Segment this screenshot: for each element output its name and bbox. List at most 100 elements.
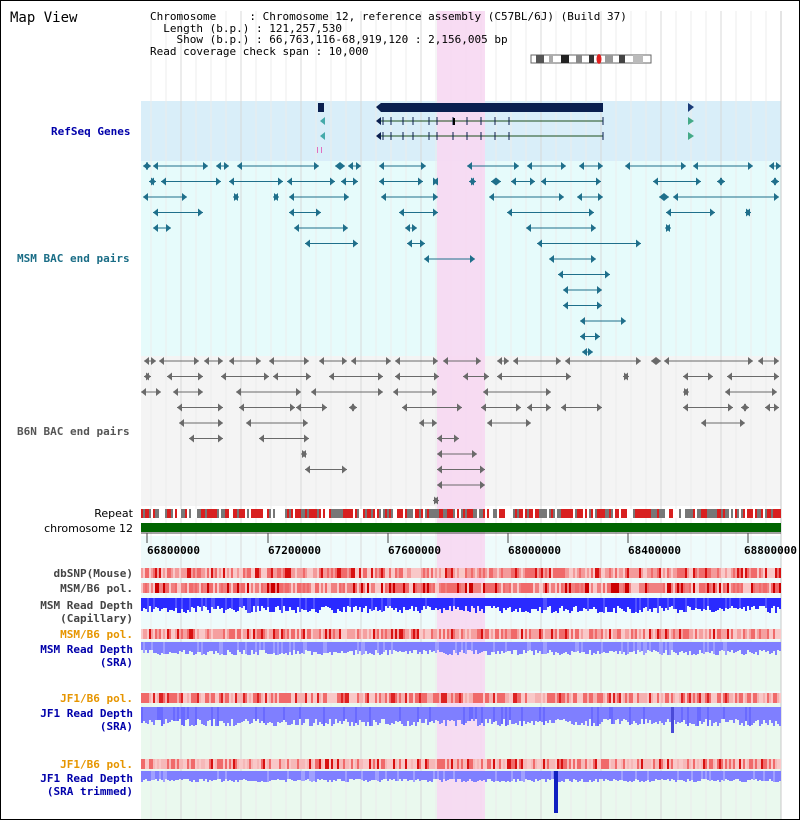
depth-bar	[527, 771, 529, 780]
b6n-bac-pair-end	[378, 388, 383, 396]
heat-segment	[777, 568, 779, 578]
heat-segment	[273, 583, 275, 593]
heat-segment	[381, 583, 383, 593]
depth-bar	[389, 771, 391, 779]
heat-segment	[141, 693, 143, 703]
heat-segment	[201, 693, 203, 703]
depth-bar	[775, 598, 777, 613]
heat-segment	[405, 693, 407, 703]
depth-bar	[499, 598, 501, 611]
depth-bar	[155, 598, 157, 607]
heat-segment	[159, 759, 161, 769]
heat-segment	[737, 693, 739, 703]
heat-segment	[293, 693, 295, 703]
depth-bar	[619, 642, 621, 651]
heat-segment	[373, 693, 375, 703]
heat-segment	[295, 568, 297, 578]
heat-segment	[461, 629, 463, 639]
depth-bar	[751, 771, 753, 779]
heat-segment	[705, 568, 707, 578]
heat-segment	[239, 583, 241, 593]
heat-segment	[761, 583, 763, 593]
depth-bar	[359, 771, 361, 779]
heat-segment	[167, 583, 169, 593]
heat-segment	[411, 583, 413, 593]
heat-segment	[647, 759, 649, 769]
depth-bar	[671, 598, 673, 606]
b6n-bac-pair-end	[177, 403, 182, 412]
depth-bar	[625, 642, 627, 655]
depth-bar	[147, 642, 149, 653]
track-label-msm-bac-end-pairs[interactable]: MSM BAC end pairs	[17, 252, 130, 265]
repeat-segment	[487, 509, 489, 518]
heat-segment	[671, 693, 673, 703]
heat-segment	[757, 629, 759, 639]
depth-bar	[449, 707, 451, 721]
depth-bar	[699, 642, 701, 650]
depth-bar	[185, 771, 187, 779]
heat-segment	[497, 693, 499, 703]
depth-bar	[335, 642, 337, 652]
depth-bar	[649, 771, 651, 782]
track-label-refseq-genes[interactable]: RefSeq Genes	[51, 125, 131, 138]
heat-segment	[499, 583, 501, 593]
heat-segment	[253, 693, 255, 703]
heat-segment	[385, 629, 387, 639]
heat-segment	[141, 759, 143, 769]
depth-bar	[627, 642, 629, 654]
repeat-segment	[351, 509, 353, 518]
heat-segment	[219, 759, 221, 769]
heat-segment	[531, 583, 533, 593]
heat-segment	[423, 759, 425, 769]
depth-bar	[153, 598, 155, 609]
depth-bar	[167, 598, 169, 612]
heat-segment	[519, 583, 521, 593]
depth-bar	[255, 707, 257, 721]
heat-segment	[147, 583, 149, 593]
depth-bar	[403, 598, 405, 607]
depth-bar	[521, 707, 523, 726]
b6n-bac-pair-end	[269, 357, 274, 365]
b6n-bac-pair-end	[218, 403, 223, 412]
depth-bar	[755, 707, 757, 721]
heat-segment	[373, 759, 375, 769]
heat-segment	[213, 629, 215, 639]
track-label-jf1-read-depth-trimmed: JF1 Read Depth	[40, 772, 133, 785]
heat-segment	[707, 583, 709, 593]
heat-segment	[747, 568, 749, 578]
heat-segment	[559, 759, 561, 769]
msm-bac-pair-end	[229, 177, 234, 186]
heat-segment	[409, 759, 411, 769]
depth-bar	[699, 598, 701, 609]
depth-bar	[267, 771, 269, 782]
heat-segment	[579, 629, 581, 639]
heat-segment	[269, 568, 271, 578]
depth-bar	[387, 707, 389, 724]
depth-bar	[705, 707, 707, 719]
heat-segment	[535, 759, 537, 769]
heat-segment	[299, 583, 301, 593]
msm-bac-pair-end	[720, 177, 725, 186]
heat-segment	[365, 693, 367, 703]
heat-segment	[241, 759, 243, 769]
heat-segment	[483, 759, 485, 769]
heat-segment	[223, 629, 225, 639]
depth-bar	[211, 598, 213, 607]
heat-segment	[633, 629, 635, 639]
b6n-bac-pair-end	[765, 403, 770, 412]
track-label-b6n-bac-end-pairs[interactable]: B6N BAC end pairs	[17, 425, 130, 438]
heat-segment	[549, 759, 551, 769]
repeat-segment	[597, 509, 599, 518]
heat-segment	[675, 583, 677, 593]
repeat-segment	[451, 509, 453, 518]
heat-segment	[481, 629, 483, 639]
heat-segment	[343, 759, 345, 769]
depth-bar	[673, 642, 675, 652]
heat-segment	[755, 629, 757, 639]
heat-segment	[163, 583, 165, 593]
depth-bar	[145, 707, 147, 723]
heat-segment	[407, 693, 409, 703]
heat-segment	[775, 629, 777, 639]
heat-segment	[509, 568, 511, 578]
